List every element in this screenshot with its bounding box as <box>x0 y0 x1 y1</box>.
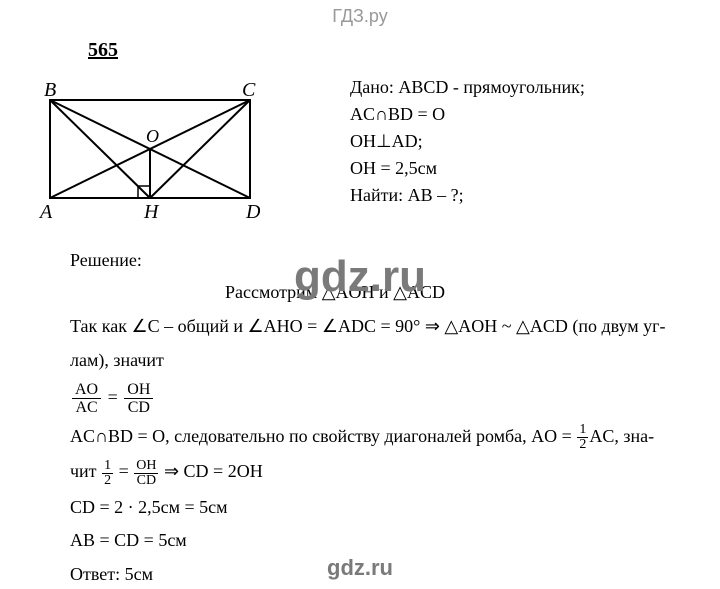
given-line-1: Дано: ABCD - прямоугольник; <box>350 74 680 101</box>
frac-half-2: 12 <box>102 459 113 488</box>
label-d: D <box>245 201 260 222</box>
given-line-4: ОН = 2,5см <box>350 155 680 182</box>
para-3: CD = 2 · 2,5см = 5см <box>70 494 680 522</box>
geometry-diagram: B C A D O H <box>30 72 260 227</box>
frac-oh-cd: OH CD <box>124 381 153 417</box>
given-block: Дано: ABCD - прямоугольник; AC∩BD = O OH… <box>350 72 680 227</box>
page-content: 565 B C A D O H Дано: ABCD - прямоугольн… <box>0 27 720 589</box>
consider-line: Рассмотрим △AOH и △ACD <box>0 279 680 307</box>
para-1a: Так как ∠C – общий и ∠AHO = ∠ADС = 90° ⇒… <box>70 313 680 341</box>
given-line-2: AC∩BD = O <box>350 101 680 128</box>
label-o: O <box>146 126 159 146</box>
problem-number: 565 <box>88 39 680 62</box>
label-a: A <box>38 201 53 222</box>
solution-title: Решение: <box>70 247 680 275</box>
para-4: AB = CD = 5см <box>70 527 680 555</box>
answer-line: Ответ: 5см <box>70 561 680 589</box>
para-2a: AC∩BD = O, следовательно по свойству диа… <box>70 423 680 452</box>
label-b: B <box>44 79 56 101</box>
para-2b: чит 12 = OHCD ⇒ CD = 2OH <box>70 458 680 487</box>
header-watermark: ГДЗ.ру <box>0 0 720 27</box>
fraction-equation-1: AO AC = OH CD <box>70 381 680 417</box>
given-line-5: Найти: AB – ?; <box>350 182 680 209</box>
frac-ao-ac: AO AC <box>72 381 101 417</box>
para-1b: лам), значит <box>70 347 680 375</box>
frac-half-1: 12 <box>577 423 588 452</box>
solution-block: Решение: Рассмотрим △AOH и △ACD Так как … <box>70 247 680 589</box>
label-c: C <box>242 79 256 101</box>
top-section: B C A D O H Дано: ABCD - прямоугольник; … <box>70 72 680 227</box>
given-line-3: OH⊥AD; <box>350 128 680 155</box>
frac-oh-cd-2: OHCD <box>134 459 158 488</box>
label-h: H <box>143 201 160 222</box>
